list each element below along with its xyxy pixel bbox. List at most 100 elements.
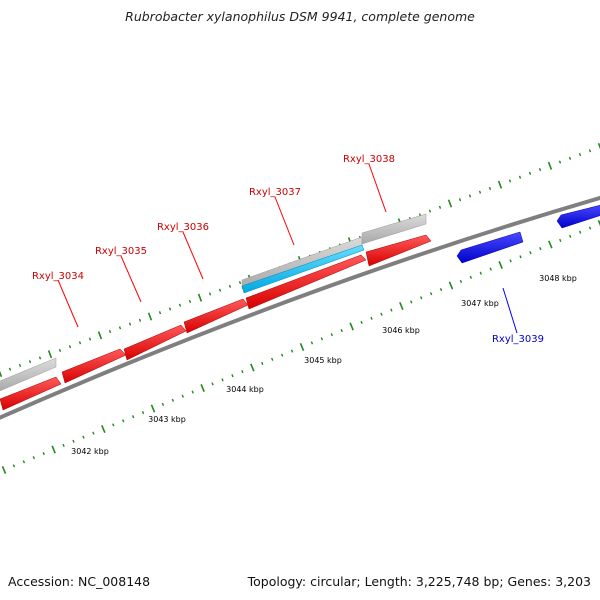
scale-label-3047: 3047 kbp — [461, 299, 499, 308]
inner-tick — [131, 415, 135, 419]
inner-tick — [320, 337, 324, 341]
gene-label-rxyl-3039[interactable]: Rxyl_3039 — [492, 334, 544, 345]
inner-tick — [271, 357, 274, 361]
gene-label-rxyl-3037[interactable]: Rxyl_3037 — [249, 187, 301, 198]
inner-tick — [559, 238, 562, 242]
outer-tick — [508, 179, 512, 183]
gene-label-rxyl-3035[interactable]: Rxyl_3035 — [95, 246, 147, 257]
scale-label-3042: 3042 kbp — [71, 447, 109, 456]
outer-tick — [588, 149, 592, 153]
outer-tick — [528, 171, 532, 175]
inner-tick — [231, 374, 234, 378]
inner-tick — [211, 382, 214, 386]
outer-tick — [468, 194, 472, 198]
outer-tick — [578, 152, 582, 157]
gene-label-rxyl-3034[interactable]: Rxyl_3034 — [32, 271, 84, 282]
inner-tick — [221, 378, 224, 382]
forward-genes — [0, 234, 432, 411]
outer-tick — [0, 370, 3, 378]
inner-tick-ring — [1, 219, 600, 475]
inner-tick — [439, 288, 443, 292]
inner-tick — [330, 333, 333, 337]
gene-block-rxyl-3040[interactable] — [556, 204, 600, 229]
callout-line-rxyl-3036 — [182, 231, 204, 280]
inner-tick — [112, 423, 115, 427]
inner-tick — [290, 349, 294, 353]
outer-tick — [88, 337, 92, 341]
rna-feature — [241, 244, 365, 294]
inner-tick — [489, 267, 492, 271]
outer-tick — [428, 209, 432, 213]
outer-tick — [238, 281, 242, 285]
gene-block-rxyl-3037[interactable] — [245, 254, 367, 310]
outer-tick — [178, 303, 182, 307]
inner-tick — [578, 230, 582, 234]
outer-tick — [8, 367, 12, 371]
outer-tick — [568, 156, 572, 160]
outer-tick — [108, 330, 112, 334]
callout-line-rxyl-3037 — [274, 196, 295, 246]
inner-tick — [498, 260, 503, 270]
inner-tick — [32, 456, 35, 460]
gene-label-rxyl-3038[interactable]: Rxyl_3038 — [343, 154, 395, 165]
outer-tick — [597, 142, 600, 150]
outer-tick — [97, 331, 103, 340]
outer-tick — [138, 318, 142, 322]
inner-tick — [479, 271, 482, 275]
genome-backbone — [0, 195, 600, 420]
inner-tick — [280, 353, 284, 357]
outer-tick — [458, 198, 462, 202]
accession-text: Accession: NC_008148 — [8, 574, 151, 589]
inner-tick — [380, 312, 383, 316]
outer-tick — [38, 356, 42, 360]
inner-tick — [1, 465, 7, 475]
inner-tick — [597, 219, 600, 227]
inner-tick — [150, 404, 156, 413]
outer-tick — [78, 341, 82, 345]
inner-tick — [200, 383, 205, 393]
inner-tick — [122, 419, 125, 423]
inner-tick — [171, 398, 175, 402]
inner-tick — [92, 431, 95, 435]
inner-tick — [101, 424, 106, 434]
gene-track — [0, 213, 427, 392]
inner-tick — [42, 452, 45, 456]
callout-line-rxyl-3038 — [368, 163, 387, 213]
inner-tick — [390, 308, 393, 312]
outer-tick — [488, 186, 492, 190]
outer-tick — [147, 312, 153, 321]
inner-tick — [529, 251, 532, 255]
outer-tick — [188, 299, 192, 303]
outer-tick — [228, 284, 232, 288]
outer-tick — [158, 311, 162, 315]
inner-tick — [12, 464, 16, 468]
inner-tick — [161, 402, 165, 406]
inner-tick — [191, 390, 194, 394]
gene-block-rxyl-3039[interactable] — [456, 231, 524, 264]
inner-tick — [459, 279, 463, 283]
inner-tick — [51, 445, 56, 454]
scale-label-3043: 3043 kbp — [148, 415, 186, 424]
inner-tick — [299, 342, 305, 352]
inner-tick — [360, 320, 363, 324]
outer-tick — [478, 190, 482, 194]
inner-tick — [429, 292, 433, 296]
inner-tick — [410, 300, 413, 304]
inner-tick — [22, 460, 26, 464]
gene-block-rxyl-3033[interactable] — [0, 376, 62, 411]
outer-tick — [118, 326, 122, 330]
outer-tick — [497, 180, 503, 189]
gene-block-rxyl-3038[interactable] — [365, 234, 432, 267]
inner-tick — [82, 435, 85, 439]
outer-tick — [68, 345, 72, 349]
inner-tick — [349, 322, 354, 331]
inner-tick — [548, 240, 553, 249]
inner-tick — [340, 329, 343, 333]
inner-tick — [370, 316, 373, 320]
inner-tick — [399, 301, 404, 311]
outer-tick — [18, 363, 22, 368]
gene-label-rxyl-3036[interactable]: Rxyl_3036 — [157, 222, 209, 233]
gene-block-rxyl-3035[interactable] — [123, 324, 187, 361]
inner-tick — [469, 275, 473, 279]
